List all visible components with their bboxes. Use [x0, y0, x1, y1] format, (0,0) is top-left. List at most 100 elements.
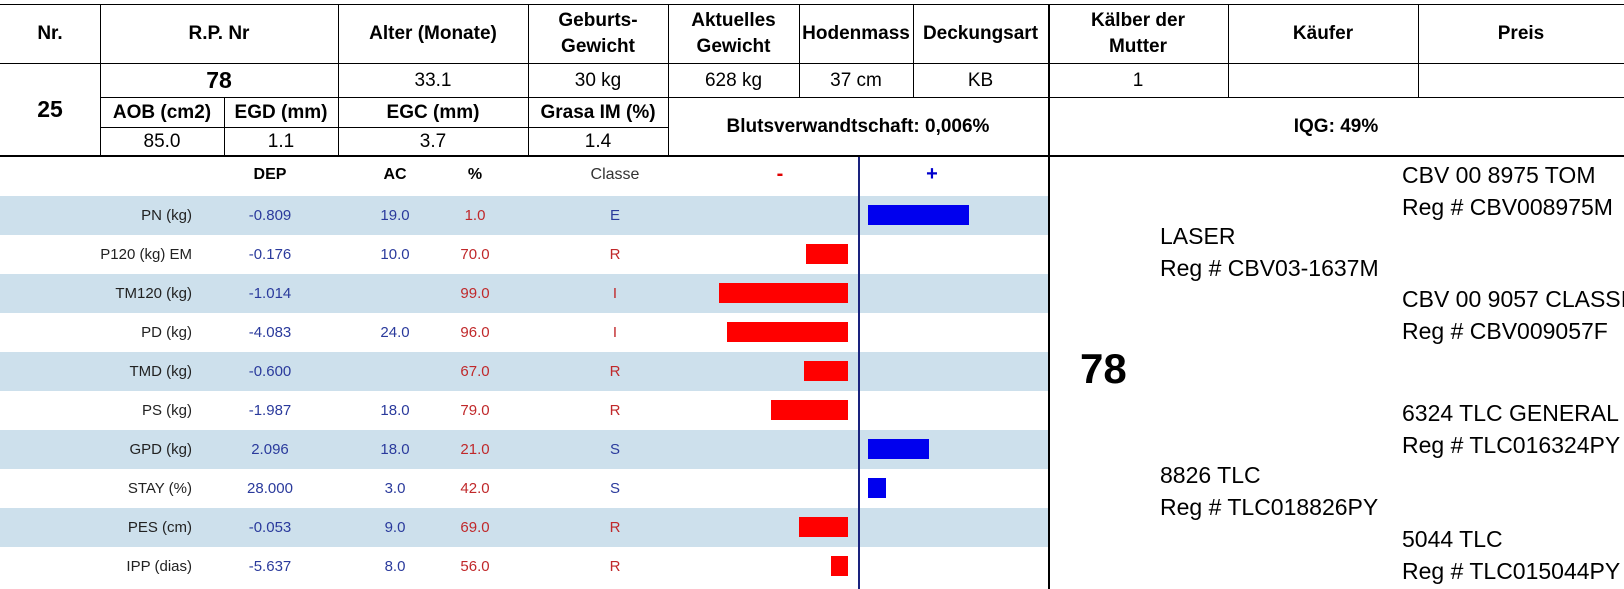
blutsverwandtschaft: Blutsverwandtschaft: 0,006% [726, 115, 990, 137]
col-header-aktuelles-gewicht: Aktuelles Gewicht [668, 5, 799, 63]
grasa-label: Grasa IM (%) [540, 102, 656, 123]
dep-row-label: PN (kg) [141, 207, 192, 224]
animal-hodenmass: 37 cm [830, 69, 882, 91]
grid-line [0, 63, 1624, 64]
dep-row-label: TMD (kg) [129, 363, 193, 380]
dep-row-dep: -5.637 [248, 558, 292, 575]
dep-row-pct: 67.0 [460, 363, 490, 380]
dep-bar-positive [868, 205, 969, 225]
dep-row: PN (kg) -0.809 19.0 1.0 E [0, 196, 1048, 235]
grid-line [338, 5, 339, 155]
grid-line [668, 97, 1624, 98]
animal-rp: 78 [206, 67, 232, 93]
col-header-preis-text: Preis [1497, 23, 1545, 45]
grid-line [913, 5, 914, 98]
dep-row-label: TM120 (kg) [115, 285, 192, 302]
pedigree-dam-name: 8826 TLC [1160, 462, 1261, 488]
col-header-hodenmass: Hodenmass [799, 5, 913, 63]
dep-row-classe: R [609, 558, 621, 575]
dep-row-dep: -0.176 [248, 246, 292, 263]
dep-bar-positive [868, 439, 929, 459]
col-header-kaelber-line2: Mutter [1108, 36, 1168, 57]
col-header-deckungsart: Deckungsart [913, 5, 1048, 63]
animal-kaelber: 1 [1132, 69, 1144, 91]
grid-line [0, 155, 1624, 157]
dep-header-plus: + [926, 163, 938, 185]
col-header-preis: Preis [1418, 5, 1624, 63]
dep-section: DEP AC % Classe - + PN (kg) -0.809 19.0 1.0… [0, 157, 1048, 589]
pedigree-dam-reg: Reg # TLC018826PY [1160, 494, 1379, 520]
aob-value: 85.0 [143, 130, 181, 152]
animal-nr: 25 [37, 95, 63, 122]
iqg: IQG: 49% [1293, 115, 1379, 137]
col-header-alter-text: Alter (Monate) [369, 23, 497, 45]
animal-aktuelles-gewicht: 628 kg [704, 69, 763, 91]
dep-row-classe: I [612, 324, 618, 341]
dep-row-classe: R [609, 402, 621, 419]
egd-label: EGD (mm) [234, 102, 328, 123]
col-header-geburts-line2: Gewicht [561, 36, 635, 57]
dep-row-label: IPP (dias) [126, 558, 192, 575]
col-header-nr-text: Nr. [37, 23, 63, 45]
pedigree-animal-nr: 78 [1080, 345, 1127, 392]
dep-row: IPP (dias) -5.637 8.0 56.0 R [0, 547, 1048, 586]
dep-row-pct: 42.0 [460, 480, 490, 497]
dep-row-ac: 8.0 [384, 558, 406, 575]
dep-row-dep: -1.014 [248, 285, 292, 302]
grid-line [224, 98, 225, 155]
grid-line [528, 5, 529, 155]
animal-preis [1418, 63, 1624, 98]
grid-line [799, 5, 800, 98]
dep-header-ac: AC [383, 166, 407, 183]
dep-header-pct: % [467, 166, 483, 183]
grid-line [1418, 5, 1419, 98]
pedigree-sire-name: LASER [1160, 223, 1236, 249]
grid-line [100, 97, 668, 98]
pedigree-sire-sire-reg: Reg # CBV008975M [1402, 194, 1613, 220]
dep-header-minus: - [776, 163, 784, 185]
dep-row: TMD (kg) -0.600 67.0 R [0, 352, 1048, 391]
dep-row-label: PS (kg) [141, 402, 192, 419]
pedigree-sire-reg: Reg # CBV03-1637M [1160, 255, 1379, 281]
dep-row-dep: -1.987 [248, 402, 292, 419]
dep-row-pct: 1.0 [464, 207, 486, 224]
dep-bar-negative [771, 400, 848, 420]
dep-row-classe: S [609, 441, 620, 458]
dep-row-classe: I [612, 285, 618, 302]
dep-row: GPD (kg) 2.096 18.0 21.0 S [0, 430, 1048, 469]
dep-row-dep: 2.096 [251, 441, 289, 458]
col-header-geburtsgewicht: Geburts- Gewicht [528, 5, 668, 63]
grasa-value: 1.4 [584, 130, 612, 152]
dep-row: P120 (kg) EM -0.176 10.0 70.0 R [0, 235, 1048, 274]
dep-row-classe: R [609, 246, 621, 263]
col-header-aktuell-line1: Aktuelles [691, 10, 776, 32]
pedigree-dam-dam-reg: Reg # TLC015044PY [1402, 558, 1621, 584]
egc-label: EGC (mm) [386, 102, 480, 123]
egc-value: 3.7 [419, 130, 447, 152]
grid-line [1048, 5, 1050, 589]
dep-row-classe: R [609, 519, 621, 536]
dep-row-classe: R [609, 363, 621, 380]
dep-row-pct: 79.0 [460, 402, 490, 419]
dep-row-classe: E [609, 207, 620, 224]
col-header-nr: Nr. [0, 5, 100, 63]
pedigree-dam-sire-name: 6324 TLC GENERAL [1402, 400, 1619, 426]
animal-geburtsgewicht: 30 kg [574, 69, 622, 91]
animal-deckungsart: KB [967, 69, 994, 91]
dep-row-dep: -0.809 [248, 207, 292, 224]
dep-row-pct: 96.0 [460, 324, 490, 341]
dep-row-ac: 10.0 [380, 246, 410, 263]
dep-axis-line [858, 157, 860, 589]
col-header-kaelber-line1: Kälber der [1091, 10, 1185, 32]
dep-row-dep: -0.600 [248, 363, 292, 380]
dep-bar-negative [727, 322, 848, 342]
dep-row-ac: 9.0 [384, 519, 406, 536]
col-header-kaeufer-text: Käufer [1292, 23, 1354, 45]
pedigree-dam-sire-reg: Reg # TLC016324PY [1402, 432, 1621, 458]
dep-bar-negative [806, 244, 848, 264]
dep-row-label: PD (kg) [141, 324, 192, 341]
dep-row: PES (cm) -0.053 9.0 69.0 R [0, 508, 1048, 547]
dep-row-dep: -4.083 [248, 324, 292, 341]
dep-row: TM120 (kg) -1.014 99.0 I [0, 274, 1048, 313]
dep-row: PS (kg) -1.987 18.0 79.0 R [0, 391, 1048, 430]
